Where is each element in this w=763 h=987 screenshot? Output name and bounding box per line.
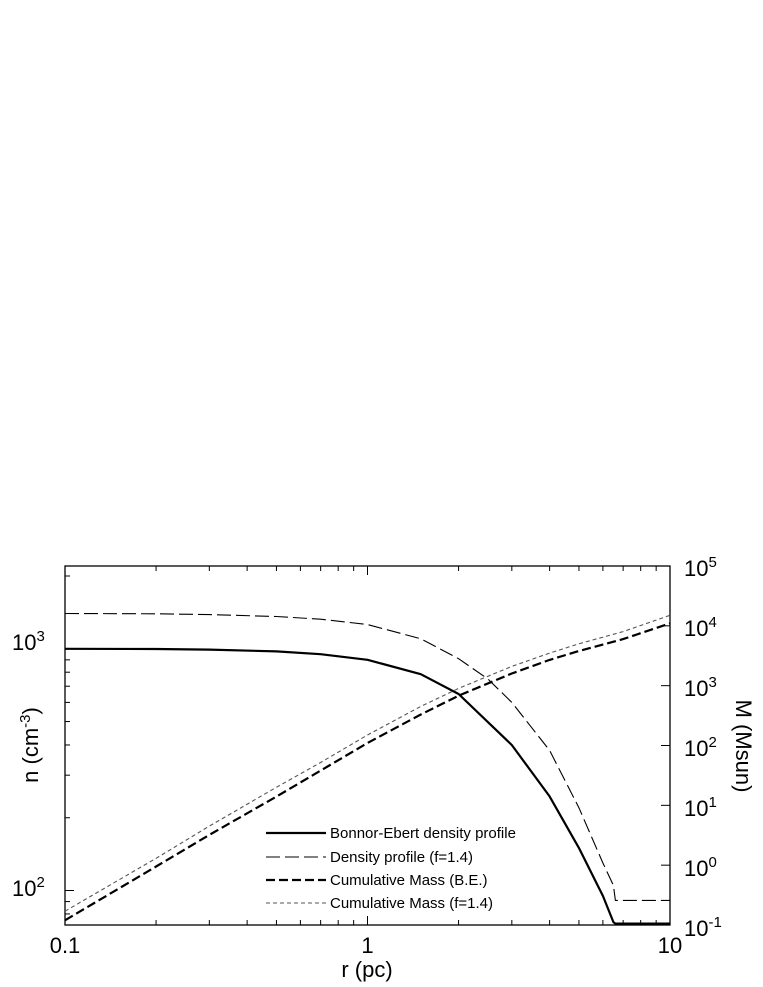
y-right-tick-label: 10-1: [684, 914, 722, 941]
tick-marks: [64, 565, 671, 926]
y-right-tick-label: 103: [684, 674, 717, 701]
plot-curves: [64, 612, 671, 925]
x-tick-label: 1: [361, 933, 373, 958]
y-right-tick-label: 101: [684, 794, 717, 821]
y-right-tick-label: 100: [684, 854, 717, 881]
y-left-tick-label: 103: [12, 628, 45, 655]
x-tick-label: 10: [658, 933, 682, 958]
x-axis-title: r (pc): [341, 957, 392, 982]
y-right-axis-title: M (Msun): [731, 700, 756, 793]
legend-label: Cumulative Mass (f=1.4): [330, 895, 493, 912]
legend-label: Bonnor-Ebert density profile: [330, 825, 516, 842]
y-right-tick-label: 102: [684, 734, 717, 761]
legend-label: Cumulative Mass (B.E.): [330, 872, 488, 889]
x-tick-label: 0.1: [50, 933, 81, 958]
y-right-tick-label: 104: [684, 614, 717, 641]
y-left-axis-title: n (cm-3): [17, 707, 43, 783]
legend-label: Density profile (f=1.4): [330, 849, 473, 866]
legend: Bonnor-Ebert density profile Density pro…: [266, 825, 516, 912]
series-line-2: [64, 622, 671, 922]
series-line-0: [64, 647, 670, 925]
series-line-1: [64, 612, 670, 901]
y-left-tick-label: 102: [12, 874, 45, 901]
y-right-tick-label: 105: [684, 554, 717, 581]
